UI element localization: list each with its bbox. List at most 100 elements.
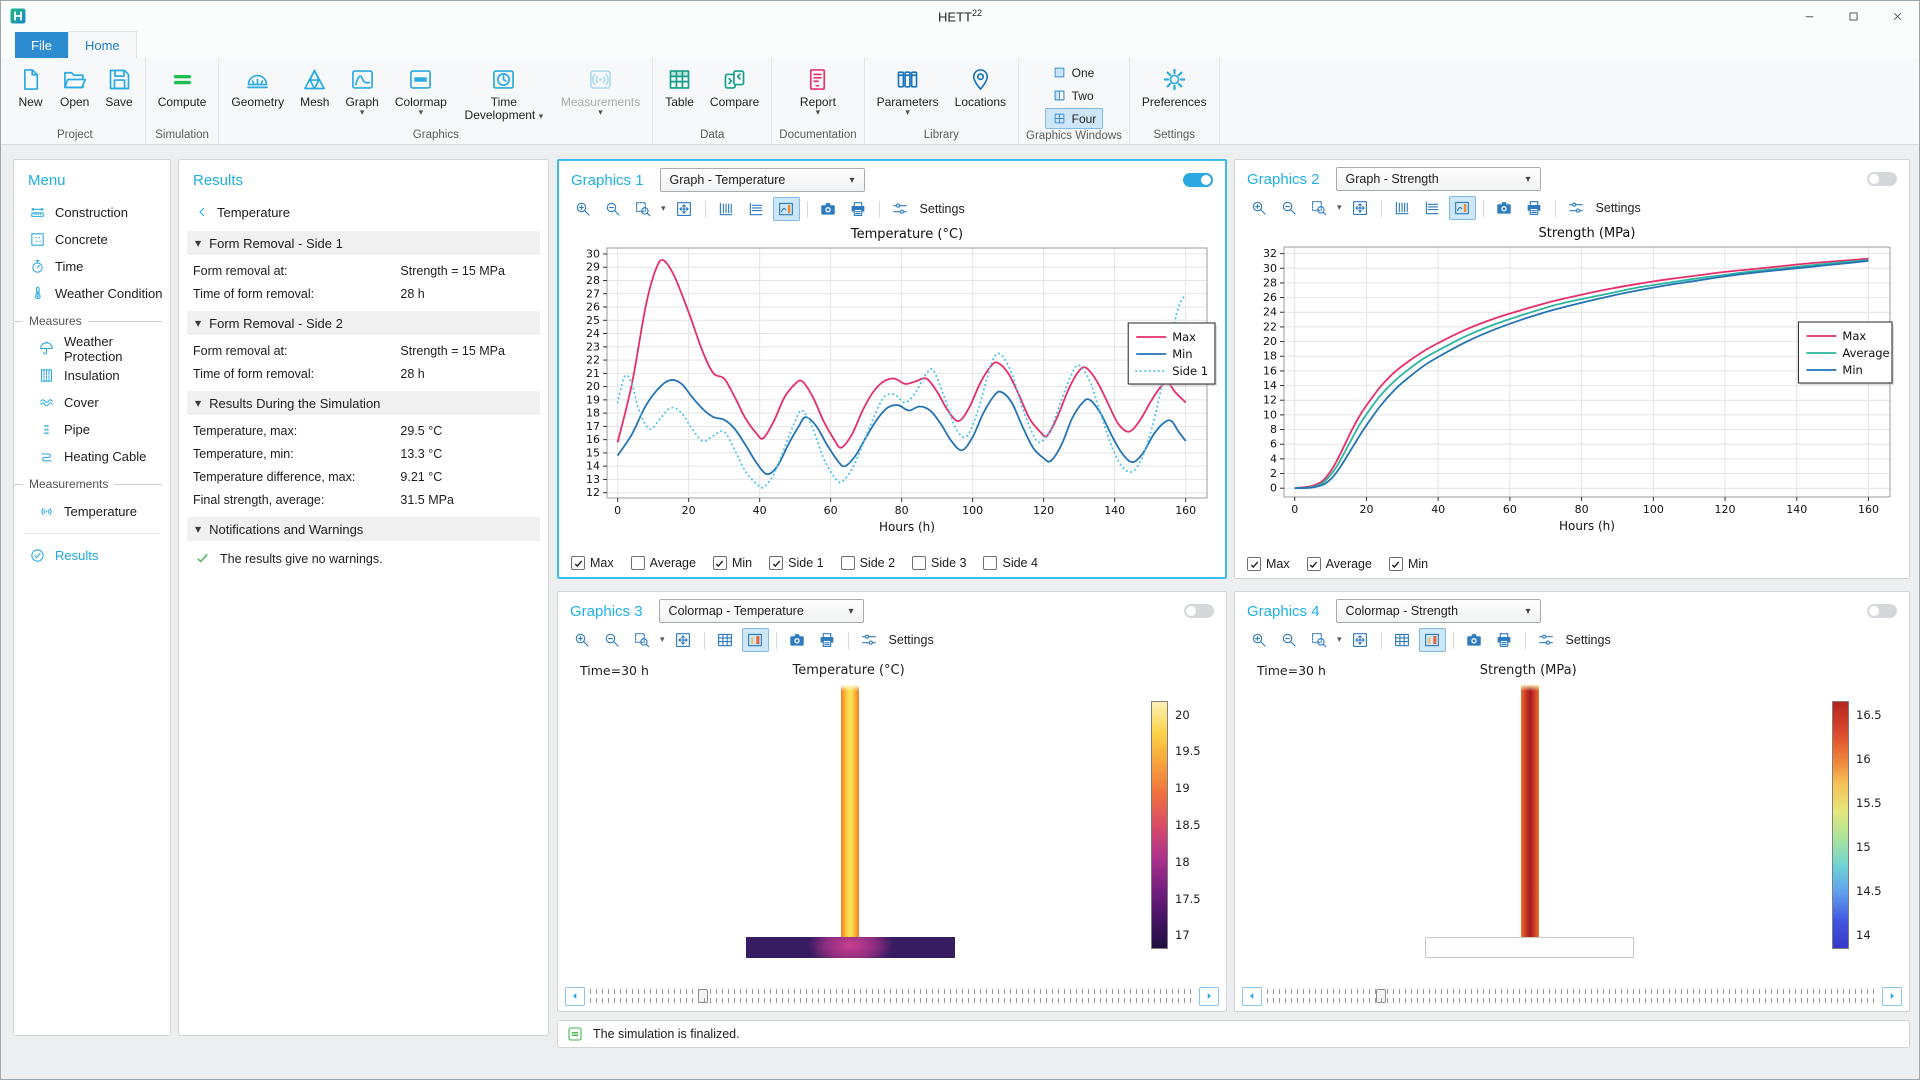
slider-step-back-button[interactable] <box>1242 986 1262 1006</box>
checkbox-side-3[interactable]: Side 3 <box>912 556 966 570</box>
ribbon-button-locations[interactable]: Locations <box>948 62 1013 110</box>
sidebar-item-results[interactable]: Results <box>14 542 170 569</box>
checkbox-min[interactable]: Min <box>1388 557 1428 571</box>
graphics-1-toggle[interactable] <box>1183 173 1213 187</box>
colormap-view-button[interactable] <box>1418 628 1446 652</box>
results-section-header[interactable]: ▼ Form Removal - Side 1 <box>187 231 540 255</box>
sidebar-item-weather-condition[interactable]: Weather Condition <box>14 280 170 307</box>
ribbon-button-layout-two[interactable]: Two <box>1045 85 1104 106</box>
checkbox-max[interactable]: Max <box>571 556 614 570</box>
checkbox-box[interactable] <box>769 556 784 570</box>
camera-button[interactable] <box>815 197 842 221</box>
checkbox-box[interactable] <box>983 556 998 570</box>
fit-view-button[interactable] <box>670 628 697 652</box>
ribbon-button-table[interactable]: Table <box>658 62 701 110</box>
slider-handle[interactable] <box>698 989 709 1003</box>
zoom-region-button[interactable] <box>1305 196 1332 220</box>
checkbox-box[interactable] <box>1388 557 1403 571</box>
printer-button[interactable] <box>845 197 872 221</box>
graphics-4-toggle[interactable] <box>1867 604 1897 618</box>
checkbox-max[interactable]: Max <box>1247 557 1290 571</box>
zoom-region-caret-icon[interactable]: ▾ <box>1337 203 1342 213</box>
grid-horizontal-button[interactable] <box>743 197 770 221</box>
zoom-out-button[interactable] <box>1275 628 1302 652</box>
zoom-region-button[interactable] <box>1305 628 1332 652</box>
fit-view-button[interactable] <box>1347 196 1374 220</box>
camera-button[interactable] <box>784 628 811 652</box>
checkbox-box[interactable] <box>912 556 927 570</box>
fit-view-button[interactable] <box>1347 628 1374 652</box>
tab-home[interactable]: Home <box>67 31 137 58</box>
ribbon-button-report[interactable]: Report ▾ <box>793 62 843 119</box>
slider-step-forward-button[interactable] <box>1882 986 1902 1006</box>
checkbox-box[interactable] <box>571 556 585 570</box>
zoom-out-button[interactable] <box>598 628 625 652</box>
zoom-in-button[interactable] <box>1245 628 1272 652</box>
ribbon-button-compute[interactable]: Compute <box>151 62 214 110</box>
zoom-in-button[interactable] <box>568 628 595 652</box>
ribbon-button-parameters[interactable]: Parameters ▾ <box>870 62 946 119</box>
results-section-header[interactable]: ▼ Notifications and Warnings <box>187 517 540 541</box>
graphics-3-view-select[interactable]: Colormap - Temperature ▾ <box>658 599 864 623</box>
ribbon-button-preferences[interactable]: Preferences <box>1135 62 1214 110</box>
checkbox-box[interactable] <box>1247 557 1261 571</box>
legend-toggle-button[interactable] <box>1448 196 1476 220</box>
settings-button[interactable] <box>856 628 883 652</box>
checkbox-side-4[interactable]: Side 4 <box>983 556 1038 570</box>
ribbon-button-layout-four[interactable]: Four <box>1044 108 1104 129</box>
ribbon-button-layout-one[interactable]: One <box>1045 62 1104 83</box>
checkbox-box[interactable] <box>1306 557 1321 571</box>
checkbox-side-1[interactable]: Side 1 <box>769 556 824 570</box>
results-back-button[interactable]: Temperature <box>179 199 548 225</box>
ribbon-button-graph[interactable]: Graph ▾ <box>338 62 385 119</box>
zoom-in-button[interactable] <box>569 197 596 221</box>
slider-step-back-button[interactable] <box>565 986 585 1006</box>
printer-button[interactable] <box>814 628 841 652</box>
slider-track[interactable] <box>1267 988 1877 1004</box>
sidebar-item-cover[interactable]: Cover <box>14 389 170 416</box>
slider-handle[interactable] <box>1376 989 1387 1003</box>
settings-button[interactable] <box>1533 628 1560 652</box>
checkbox-side-2[interactable]: Side 2 <box>840 556 895 570</box>
checkbox-box[interactable] <box>712 556 727 570</box>
sidebar-item-heating-cable[interactable]: Heating Cable <box>14 443 170 470</box>
ribbon-button-new[interactable]: New <box>10 62 51 110</box>
zoom-region-button[interactable] <box>628 628 655 652</box>
checkbox-average[interactable]: Average <box>1306 557 1372 571</box>
minimize-button[interactable] <box>1787 1 1831 31</box>
settings-button[interactable] <box>887 197 914 221</box>
zoom-out-button[interactable] <box>599 197 626 221</box>
ribbon-button-compare[interactable]: Compare <box>703 62 766 110</box>
grid-horizontal-button[interactable] <box>1419 196 1446 220</box>
results-section-header[interactable]: ▼ Form Removal - Side 2 <box>187 311 540 335</box>
ribbon-button-colormap[interactable]: Colormap ▾ <box>388 62 454 119</box>
printer-button[interactable] <box>1491 628 1518 652</box>
ribbon-button-time-development[interactable]: Time Development ▾ <box>456 62 552 125</box>
zoom-out-button[interactable] <box>1275 196 1302 220</box>
legend-toggle-button[interactable] <box>772 197 800 221</box>
graphics-3-toggle[interactable] <box>1184 604 1214 618</box>
slider-track[interactable] <box>590 988 1194 1004</box>
close-button[interactable] <box>1875 1 1919 31</box>
graphics-2-toggle[interactable] <box>1867 172 1897 186</box>
camera-button[interactable] <box>1491 196 1518 220</box>
zoom-region-caret-icon[interactable]: ▾ <box>661 204 666 214</box>
graphics-4-view-select[interactable]: Colormap - Strength ▾ <box>1335 599 1541 623</box>
zoom-region-button[interactable] <box>629 197 656 221</box>
sidebar-item-construction[interactable]: Construction <box>14 199 170 226</box>
colormap-view-button[interactable] <box>741 628 769 652</box>
sidebar-item-insulation[interactable]: Insulation <box>14 362 170 389</box>
ribbon-button-geometry[interactable]: Geometry <box>224 62 291 110</box>
tab-file[interactable]: File <box>15 32 68 58</box>
grid-vertical-button[interactable] <box>713 197 740 221</box>
camera-button[interactable] <box>1461 628 1488 652</box>
zoom-region-caret-icon[interactable]: ▾ <box>660 635 665 645</box>
ribbon-button-save[interactable]: Save <box>98 62 139 110</box>
printer-button[interactable] <box>1521 196 1548 220</box>
slider-step-forward-button[interactable] <box>1199 986 1219 1006</box>
sidebar-item-time[interactable]: Time <box>14 253 170 280</box>
zoom-region-caret-icon[interactable]: ▾ <box>1337 635 1342 645</box>
results-section-header[interactable]: ▼ Results During the Simulation <box>187 391 540 415</box>
sidebar-item-pipe[interactable]: Pipe <box>14 416 170 443</box>
ribbon-button-open[interactable]: Open <box>53 62 96 110</box>
